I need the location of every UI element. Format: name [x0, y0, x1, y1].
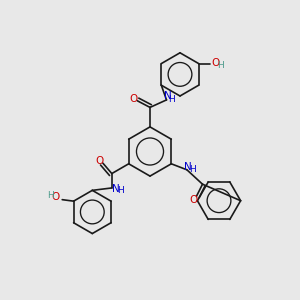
Text: O: O: [95, 156, 103, 166]
Text: H: H: [47, 191, 54, 200]
Text: O: O: [211, 58, 220, 68]
Text: O: O: [129, 94, 138, 104]
Text: O: O: [51, 192, 59, 202]
Text: H: H: [169, 94, 175, 103]
Text: O: O: [189, 195, 198, 205]
Text: H: H: [189, 165, 196, 174]
Text: H: H: [117, 187, 124, 196]
Text: N: N: [184, 162, 192, 172]
Text: H: H: [218, 61, 224, 70]
Text: N: N: [112, 184, 119, 194]
Text: N: N: [164, 91, 171, 101]
